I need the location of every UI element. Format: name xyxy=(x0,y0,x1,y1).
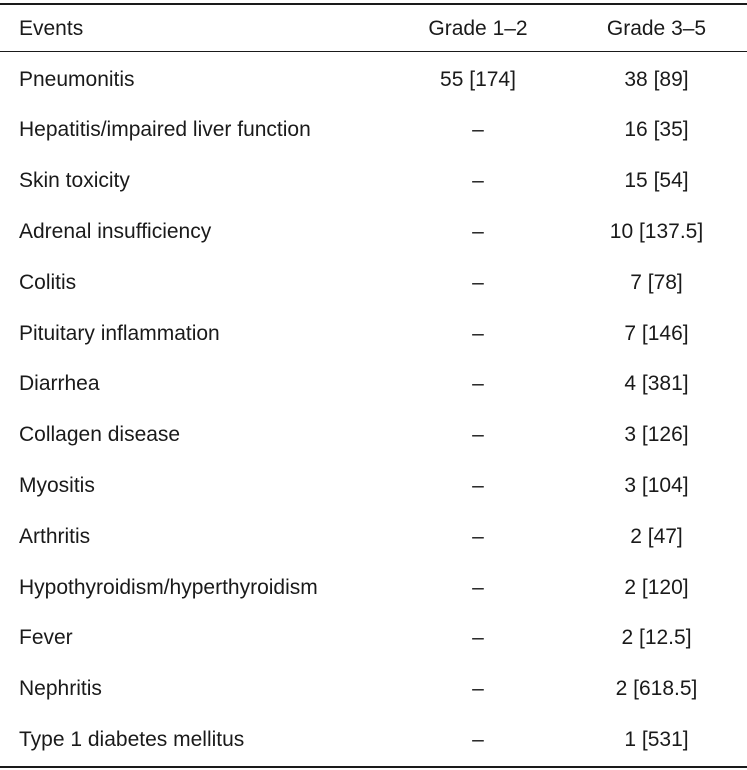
cell-event: Hepatitis/impaired liver function xyxy=(19,118,311,142)
cell-grade-3-5: 7 [78] xyxy=(630,270,683,294)
table-row: Pneumonitis 55 [174] 38 [89] xyxy=(0,54,747,104)
cell-grade-1-2: – xyxy=(472,423,484,447)
cell-grade-1-2: – xyxy=(472,473,484,497)
cell-event: Colitis xyxy=(19,270,77,294)
table-row: Diarrhea – 4 [381] xyxy=(0,359,747,409)
table-header-rule xyxy=(0,51,747,52)
cell-grade-3-5: 38 [89] xyxy=(624,67,689,91)
cell-grade-1-2: – xyxy=(472,321,484,345)
cell-grade-1-2: – xyxy=(472,169,484,193)
cell-event: Skin toxicity xyxy=(19,169,130,193)
cell-grade-1-2: – xyxy=(472,626,484,650)
cell-grade-1-2: – xyxy=(472,524,484,548)
header-grade-1-2: Grade 1–2 xyxy=(428,16,528,40)
cell-grade-3-5: 4 [381] xyxy=(624,372,689,396)
cell-grade-1-2: – xyxy=(472,575,484,599)
cell-grade-3-5: 2 [47] xyxy=(630,524,683,548)
cell-grade-3-5: 7 [146] xyxy=(624,321,689,345)
table-header-row: Events Grade 1–2 Grade 3–5 xyxy=(0,3,747,53)
cell-grade-1-2: 55 [174] xyxy=(440,67,516,91)
table-row: Type 1 diabetes mellitus – 1 [531] xyxy=(0,714,747,764)
table-row: Hypothyroidism/hyperthyroidism – 2 [120] xyxy=(0,562,747,612)
cell-grade-1-2: – xyxy=(472,219,484,243)
table-top-rule xyxy=(0,3,747,5)
cell-grade-3-5: 16 [35] xyxy=(624,118,689,142)
cell-grade-3-5: 1 [531] xyxy=(624,727,689,751)
table-row: Skin toxicity – 15 [54] xyxy=(0,156,747,206)
cell-event: Adrenal insufficiency xyxy=(19,219,212,243)
cell-event: Myositis xyxy=(19,473,95,497)
cell-event: Arthritis xyxy=(19,524,91,548)
table-row: Nephritis – 2 [618.5] xyxy=(0,664,747,714)
table-row: Hepatitis/impaired liver function – 16 [35… xyxy=(0,105,747,155)
cell-event: Pituitary inflammation xyxy=(19,321,220,345)
cell-grade-1-2: – xyxy=(472,677,484,701)
cell-event: Collagen disease xyxy=(19,423,181,447)
header-grade-3-5: Grade 3–5 xyxy=(606,16,707,40)
cell-grade-1-2: – xyxy=(472,270,484,294)
cell-grade-1-2: – xyxy=(472,372,484,396)
cell-grade-3-5: 3 [104] xyxy=(624,473,689,497)
table-row: Collagen disease – 3 [126] xyxy=(0,410,747,460)
table-row: Arthritis – 2 [47] xyxy=(0,511,747,561)
header-events: Events xyxy=(19,16,84,40)
cell-event: Diarrhea xyxy=(19,372,100,396)
cell-grade-1-2: – xyxy=(472,727,484,751)
cell-event: Hypothyroidism/hyperthyroidism xyxy=(19,575,318,599)
table-bottom-rule xyxy=(0,766,747,768)
cell-grade-1-2: – xyxy=(472,118,484,142)
cell-grade-3-5: 2 [12.5] xyxy=(621,626,692,650)
table-row: Myositis – 3 [104] xyxy=(0,460,747,510)
cell-grade-3-5: 2 [120] xyxy=(624,575,689,599)
cell-event: Type 1 diabetes mellitus xyxy=(19,727,245,751)
table-row: Fever – 2 [12.5] xyxy=(0,613,747,663)
cell-event: Fever xyxy=(19,626,73,650)
cell-event: Pneumonitis xyxy=(19,67,135,91)
cell-grade-3-5: 2 [618.5] xyxy=(615,677,698,701)
cell-event: Nephritis xyxy=(19,677,102,701)
cell-grade-3-5: 15 [54] xyxy=(624,169,689,193)
table-row: Colitis – 7 [78] xyxy=(0,257,747,307)
cell-grade-3-5: 3 [126] xyxy=(624,423,689,447)
table-row: Adrenal insufficiency – 10 [137.5] xyxy=(0,206,747,256)
table-row: Pituitary inflammation – 7 [146] xyxy=(0,308,747,358)
cell-grade-3-5: 10 [137.5] xyxy=(609,219,704,243)
